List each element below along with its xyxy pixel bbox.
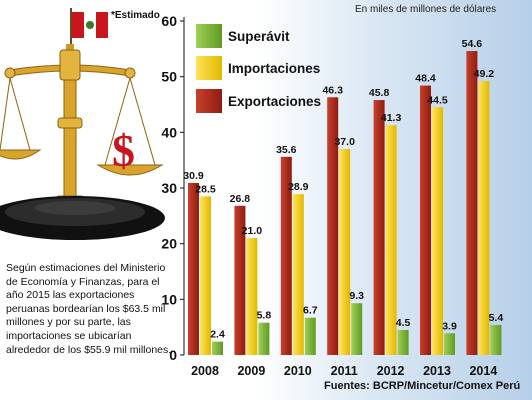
bar-importaciones-2011: [339, 149, 351, 355]
legend-item-importaciones: Importaciones: [196, 56, 320, 80]
x-tick-label-2008: 2008: [191, 364, 219, 378]
y-tick-label: 50: [161, 69, 177, 85]
y-tick-label: 20: [161, 236, 177, 252]
y-tick-label: 0: [169, 347, 177, 363]
bar-exportaciones-2010: [280, 156, 292, 355]
legend-label-importaciones: Importaciones: [228, 60, 321, 76]
bar-exportaciones-2009: [234, 205, 246, 355]
value-label-superavit-2011: 9.3: [349, 290, 364, 302]
x-tick-label-2012: 2012: [377, 364, 405, 378]
y-tick-label: 10: [161, 291, 177, 307]
value-label-superavit-2013: 3.9: [442, 320, 457, 332]
bar-superavit-2008: [212, 341, 223, 355]
bar-exportaciones-2013: [420, 85, 431, 355]
bar-importaciones-2010: [292, 194, 304, 355]
legend-swatch-importaciones: [196, 56, 222, 80]
value-labels-group: 30.928.5 2.4 26.8 21.0 5.8 35.6 28.9 6.7 46.3 37.…: [183, 38, 503, 341]
legend-label-exportaciones: Exportaciones: [228, 93, 322, 109]
value-label-exportaciones-2009: 26.8: [230, 193, 251, 205]
bar-exportaciones-2014: [466, 51, 478, 356]
bar-importaciones-2013: [432, 107, 443, 356]
units-label: En miles de millones de dólares: [355, 4, 497, 15]
legend-swatch-superavit: [196, 24, 222, 48]
value-label-superavit-2010: 6.7: [303, 305, 318, 317]
value-label-superavit-2008: 2.4: [210, 329, 225, 341]
bar-exportaciones-2008: [188, 182, 199, 355]
value-label-exportaciones-2014: 54.6: [462, 38, 483, 50]
scale-with-dollar-and-peru-flag-icon: $: [0, 8, 165, 240]
value-label-importaciones-2014: 49.2: [474, 68, 495, 80]
y-tick-label: 40: [161, 124, 177, 140]
y-tick-label: 60: [161, 13, 177, 29]
y-tick-label: 30: [161, 180, 177, 196]
bar-importaciones-2012: [385, 125, 397, 355]
value-label-superavit-2014: 5.4: [489, 312, 504, 324]
note-text: Según estimaciones del Ministerio de Eco…: [6, 262, 172, 356]
legend-item-exportaciones: Exportaciones: [196, 89, 321, 113]
value-label-exportaciones-2008: 30.9: [183, 170, 204, 182]
bar-superavit-2011: [351, 303, 363, 355]
bar-superavit-2012: [397, 329, 409, 355]
value-label-superavit-2012: 4.5: [396, 317, 411, 329]
legend-item-superavit: Superávit: [196, 24, 290, 48]
value-label-importaciones-2009: 21.0: [242, 225, 263, 237]
bars-group: [188, 51, 502, 356]
value-label-exportaciones-2012: 45.8: [369, 87, 390, 99]
svg-text:$: $: [112, 125, 135, 176]
source-label: Fuentes: BCRP/Mincetur/Comex Perú: [324, 380, 521, 392]
bar-superavit-2014: [490, 324, 502, 355]
x-tick-label-2014: 2014: [469, 364, 497, 378]
bar-importaciones-2009: [246, 238, 258, 355]
value-label-importaciones-2008: 28.5: [195, 183, 216, 195]
bar-exportaciones-2012: [373, 100, 385, 356]
x-axis: 2008 2009 2010 2011 2012 2013 2014: [191, 364, 497, 378]
value-label-importaciones-2012: 41.3: [381, 112, 402, 124]
bar-exportaciones-2011: [327, 97, 339, 355]
x-tick-label-2009: 2009: [237, 364, 265, 378]
value-label-exportaciones-2013: 48.4: [415, 73, 436, 85]
bar-superavit-2009: [258, 322, 270, 355]
value-label-importaciones-2013: 44.5: [427, 94, 448, 106]
value-label-importaciones-2011: 37.0: [334, 136, 355, 148]
value-label-superavit-2009: 5.8: [257, 310, 272, 322]
x-tick-label-2011: 2011: [331, 364, 358, 378]
value-label-exportaciones-2010: 35.6: [276, 144, 297, 156]
legend-label-superavit: Superávit: [228, 28, 290, 44]
x-tick-label-2013: 2013: [423, 364, 451, 378]
value-label-exportaciones-2011: 46.3: [322, 84, 343, 96]
bar-importaciones-2008: [200, 196, 211, 355]
estimado-note: *Estimado: [111, 10, 160, 21]
bar-importaciones-2014: [478, 81, 490, 356]
legend-swatch-exportaciones: [196, 89, 222, 113]
value-label-importaciones-2010: 28.9: [288, 181, 309, 193]
bar-superavit-2013: [444, 333, 455, 355]
x-tick-label-2010: 2010: [284, 364, 312, 378]
y-axis: 0 10 20 30 40 50 60: [161, 13, 185, 363]
bar-superavit-2010: [304, 317, 316, 355]
